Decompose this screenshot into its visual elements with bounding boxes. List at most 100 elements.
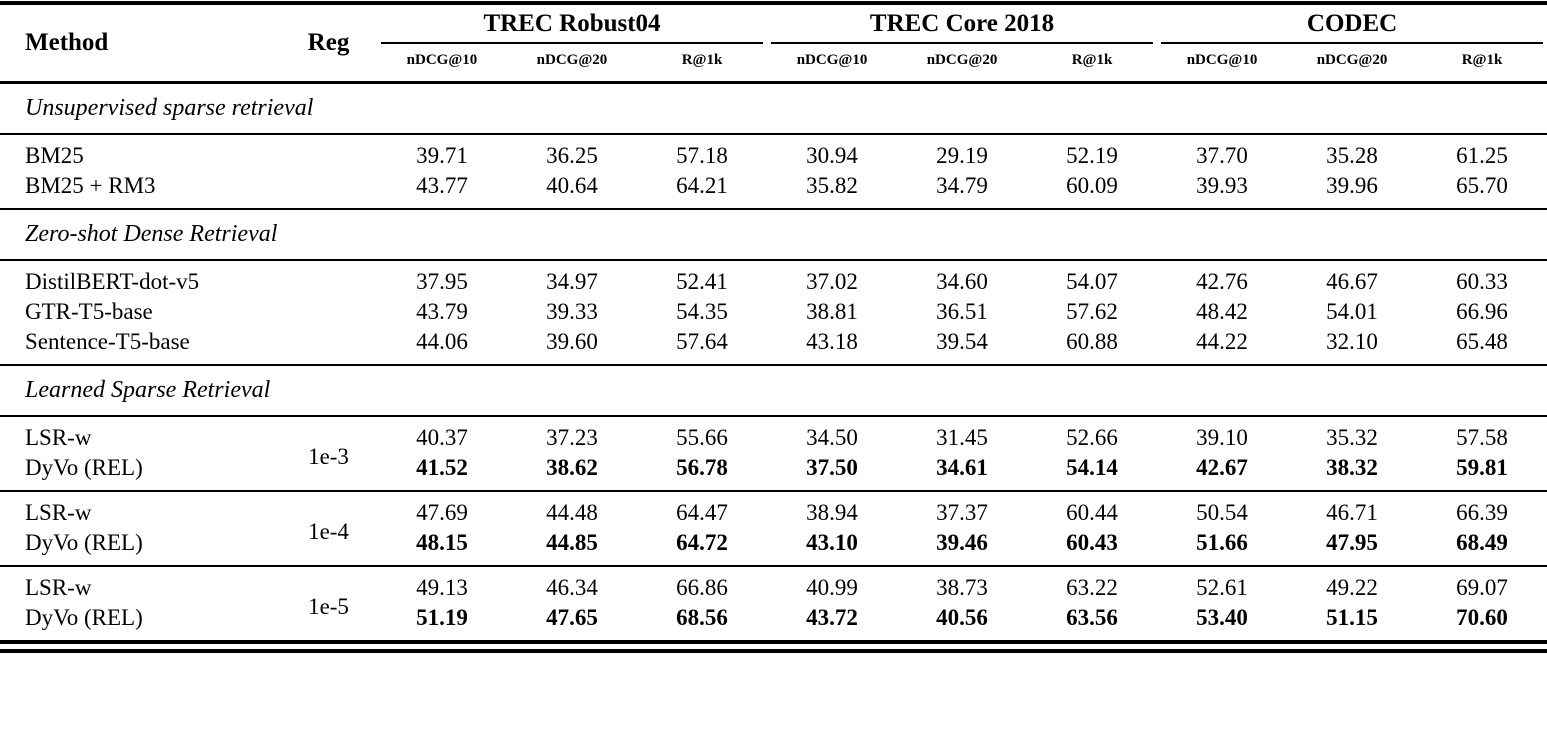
metric-value: 34.97 [546,269,598,294]
metric-value: 64.21 [676,173,728,198]
metric-value: 70.60 [1456,605,1508,630]
reg-cell [280,297,377,327]
metric-value: 39.46 [936,530,988,555]
column-header-reg: Reg [280,3,377,84]
metric-value: 53.40 [1196,605,1248,630]
metric-header: nDCG@10 [1157,44,1288,84]
metric-value: 34.79 [936,173,988,198]
metric-value: 40.56 [936,605,988,630]
metric-value: 50.54 [1157,490,1288,528]
metric-value: 43.77 [416,173,468,198]
metric-value: 63.56 [1066,605,1118,630]
section-learned-sparse-retrieval: Learned Sparse Retrieval LSR-w 1e-3 40.3… [0,364,1547,640]
section-title: Zero-shot Dense Retrieval [0,208,1547,261]
metric-value: 65.70 [1456,173,1508,198]
metric-value: 44.06 [416,329,468,354]
metric-value: 55.66 [676,425,728,450]
method-cell: DyVo (REL) [25,605,143,630]
method-cell: LSR-w [0,565,280,603]
table-row-lsr-w-1e-4: LSR-w 1e-4 47.69 44.48 64.47 38.94 37.37… [0,490,1547,566]
metric-value: 37.70 [1196,143,1248,168]
metric-value: 59.81 [1456,455,1508,480]
metric-value: 43.18 [806,329,858,354]
metric-value: 54.14 [1066,455,1118,480]
reg-cell [280,134,377,171]
metric-value: 36.25 [546,143,598,168]
metric-value: 57.62 [1066,299,1118,324]
metric-value: 40.99 [767,565,898,603]
metric-value: 37.95 [416,269,468,294]
method-cell: LSR-w [25,425,92,450]
group-header-label: CODEC [1161,10,1544,44]
metric-value: 64.72 [676,530,728,555]
metric-value: 42.67 [1196,455,1248,480]
metric-value: 69.07 [1417,565,1547,603]
section-title: Unsupervised sparse retrieval [0,81,1547,135]
metric-value: 51.19 [416,605,468,630]
metric-value: 44.85 [546,530,598,555]
metric-value: 57.18 [676,143,728,168]
table-row-distilbert-dot-v5: DistilBERT-dot-v5 37.95 34.97 52.41 37.0… [0,260,1547,297]
metric-value: 49.22 [1287,565,1418,603]
metric-value: 38.62 [546,455,598,480]
metric-value: 39.10 [1196,425,1248,450]
metric-value: 37.02 [806,269,858,294]
section-title: Learned Sparse Retrieval [0,364,1547,417]
table-row-dyvo-rel-1e-4: DyVo (REL) 48.15 44.85 64.72 43.10 39.46… [0,528,1547,566]
metric-value: 54.35 [676,299,728,324]
metric-value: 66.86 [637,565,768,603]
metric-header: nDCG@10 [377,44,507,84]
table-row-lsr-w-1e-3: LSR-w 1e-3 40.37 37.23 55.66 34.50 31.45… [0,416,1547,469]
table-row-bm25-rm3: BM25 + RM3 43.77 40.64 64.21 35.82 34.79… [0,171,1547,209]
metric-value: 52.61 [1157,565,1288,603]
metric-value: 47.95 [1326,530,1378,555]
table-row-gtr-t5-base: GTR-T5-base 43.79 39.33 54.35 38.81 36.5… [0,297,1547,327]
group-header-label: TREC Core 2018 [771,10,1154,44]
section-zero-shot-dense-retrieval: Zero-shot Dense Retrieval DistilBERT-dot… [0,208,1547,365]
metric-value: 61.25 [1456,143,1508,168]
method-cell: DyVo (REL) [25,455,143,480]
metric-value: 46.34 [507,565,637,603]
metric-value: 68.56 [676,605,728,630]
metric-value: 48.15 [416,530,468,555]
metric-header: nDCG@10 [767,44,898,84]
metric-header: R@1k [637,44,768,84]
metric-value: 57.58 [1456,425,1508,450]
metric-value: 48.42 [1196,299,1248,324]
metric-value: 43.79 [416,299,468,324]
method-cell: BM25 + RM3 [25,173,156,198]
metric-value: 39.60 [546,329,598,354]
method-cell: Sentence-T5-base [25,329,190,354]
metric-value: 43.10 [806,530,858,555]
metric-value: 35.32 [1326,425,1378,450]
metric-value: 60.44 [1027,490,1158,528]
metric-header: R@1k [1417,44,1547,84]
metric-value: 40.37 [416,425,468,450]
metric-value: 34.61 [936,455,988,480]
section-header-row: Learned Sparse Retrieval [0,364,1547,417]
group-header-codec: CODEC [1157,3,1547,44]
header-row-groups: Method Reg TREC Robust04 TREC Core 2018 … [0,3,1547,84]
method-cell: DistilBERT-dot-v5 [25,269,200,294]
metric-value: 51.15 [1326,605,1378,630]
metric-value: 68.49 [1456,530,1508,555]
table-row-dyvo-rel-1e-5: DyVo (REL) 51.19 47.65 68.56 43.72 40.56… [0,603,1547,640]
metric-value: 38.81 [806,299,858,324]
metric-value: 46.67 [1326,269,1378,294]
section-header-row: Unsupervised sparse retrieval [0,81,1547,135]
metric-value: 65.48 [1456,329,1508,354]
metric-value: 39.93 [1196,173,1248,198]
method-cell: BM25 [25,143,84,168]
table-row-sentence-t5-base: Sentence-T5-base 44.06 39.60 57.64 43.18… [0,327,1547,365]
metric-value: 29.19 [936,143,988,168]
metric-value: 38.94 [767,490,898,528]
group-header-label: TREC Robust04 [381,10,764,44]
table-row-lsr-w-1e-5: LSR-w 1e-5 49.13 46.34 66.86 40.99 38.73… [0,565,1547,640]
metric-value: 44.48 [507,490,637,528]
metric-value: 44.22 [1196,329,1248,354]
table-row-dyvo-rel-1e-3: DyVo (REL) 41.52 38.62 56.78 37.50 34.61… [0,453,1547,491]
method-cell: DyVo (REL) [25,530,143,555]
metric-value: 63.22 [1027,565,1158,603]
metric-value: 49.13 [377,565,507,603]
metric-value: 32.10 [1326,329,1378,354]
